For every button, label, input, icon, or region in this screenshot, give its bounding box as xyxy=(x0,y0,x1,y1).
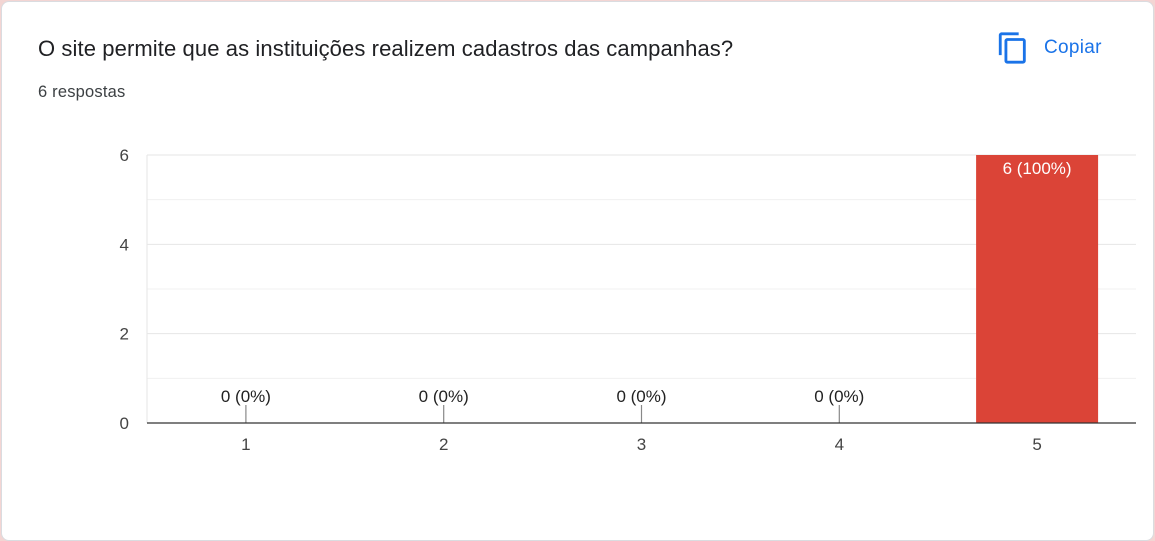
copy-button[interactable]: Copiar xyxy=(988,22,1128,74)
x-tick-label: 5 xyxy=(1032,435,1041,454)
copy-icon xyxy=(998,32,1026,64)
y-tick-label: 4 xyxy=(120,235,129,254)
data-label: 6 (100%) xyxy=(1003,159,1072,178)
bar xyxy=(976,155,1099,423)
data-label: 0 (0%) xyxy=(616,387,666,406)
y-tick-label: 2 xyxy=(120,325,129,344)
y-tick-label: 0 xyxy=(120,414,129,433)
copy-label: Copiar xyxy=(1044,37,1102,58)
data-label: 0 (0%) xyxy=(814,387,864,406)
response-count: 6 respostas xyxy=(38,83,126,101)
question-title: O site permite que as instituições reali… xyxy=(38,36,734,61)
x-tick-label: 4 xyxy=(835,435,844,454)
x-tick-label: 1 xyxy=(241,435,250,454)
data-label: 0 (0%) xyxy=(221,387,271,406)
data-label: 0 (0%) xyxy=(419,387,469,406)
x-tick-label: 3 xyxy=(637,435,646,454)
y-tick-label: 6 xyxy=(120,146,129,165)
x-tick-label: 2 xyxy=(439,435,448,454)
